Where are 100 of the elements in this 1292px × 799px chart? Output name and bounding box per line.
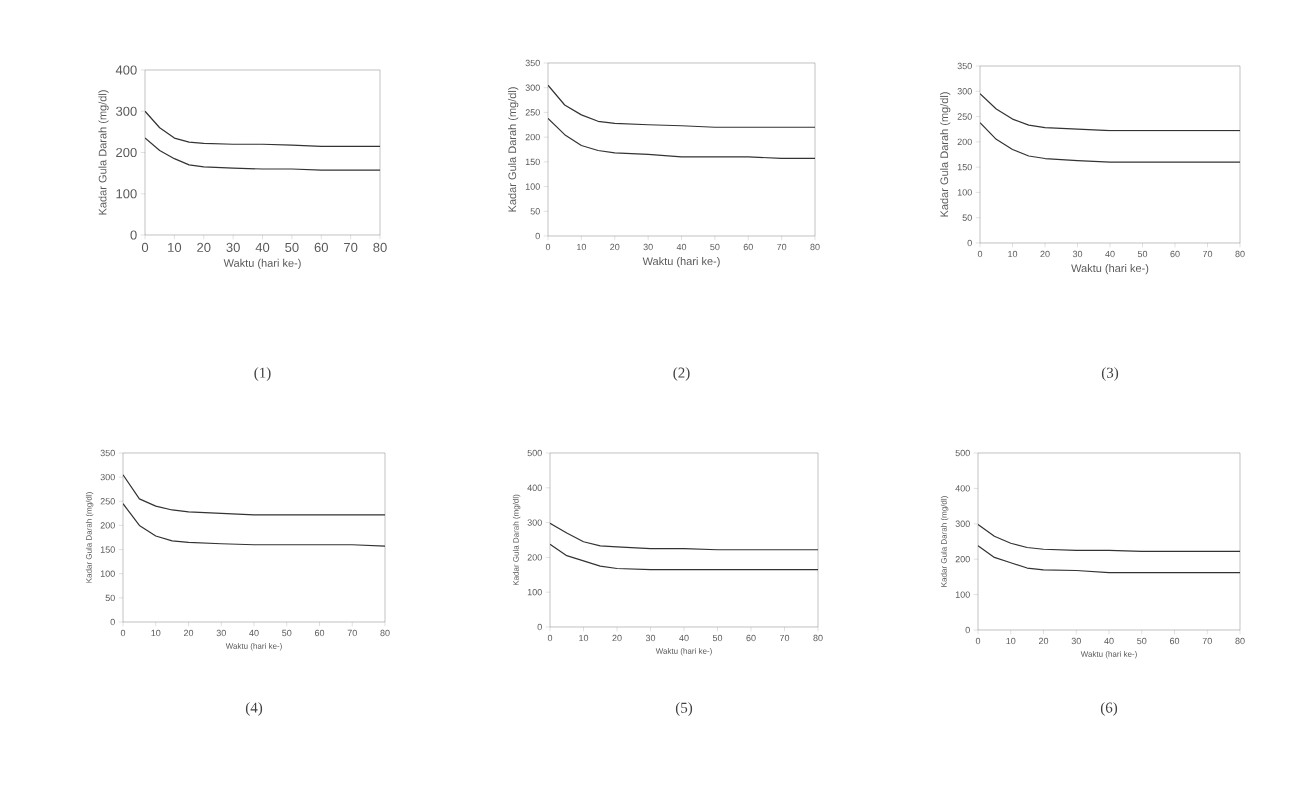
x-tick-label: 30 — [226, 242, 240, 252]
y-tick-label: 300 — [527, 519, 542, 526]
y-tick-label: 200 — [527, 554, 542, 561]
y-tick-label: 500 — [527, 449, 542, 457]
x-tick-label: 30 — [216, 629, 226, 637]
x-tick-label: 50 — [710, 243, 720, 251]
y-tick-label: 500 — [955, 449, 970, 457]
x-tick-label: 0 — [547, 634, 553, 642]
y-axis-title: Kadar Gula Darah (mg/dl) — [85, 492, 94, 583]
x-tick-label: 60 — [743, 243, 753, 251]
x-axis-title: Waktu (hari ke-) — [655, 648, 712, 656]
y-tick-label: 50 — [530, 208, 540, 215]
x-tick-label: 10 — [579, 634, 589, 642]
y-axis-title: Kadar Gula Darah (mg/dl) — [940, 496, 949, 587]
x-tick-label: 20 — [183, 629, 194, 637]
y-tick-label: 300 — [525, 84, 540, 91]
x-tick-label: 70 — [344, 242, 358, 252]
y-axis-title: Kadar Gula Darah (mg/dl) — [512, 494, 521, 586]
x-tick-label: 20 — [612, 634, 622, 642]
x-tick-label: 50 — [1137, 637, 1147, 645]
y-tick-label: 150 — [100, 546, 115, 553]
y-tick-label: 100 — [955, 591, 970, 598]
x-tick-label: 80 — [1235, 250, 1245, 258]
y-tick-label: 350 — [525, 59, 540, 67]
text: (5) — [675, 702, 693, 716]
x-tick-label: 40 — [679, 634, 689, 642]
y-tick-label: 300 — [116, 106, 137, 116]
y-tick-label: 300 — [957, 88, 972, 95]
y-axis-title: Kadar Gula Darah (mg/dl) — [98, 90, 109, 215]
y-tick-label: 0 — [110, 618, 115, 626]
y-tick-label: 350 — [957, 62, 972, 70]
x-tick-label: 30 — [1072, 250, 1083, 258]
x-tick-label: 60 — [314, 242, 328, 252]
y-axis-title: Kadar Gula Darah (mg/dl) — [508, 87, 519, 212]
y-tick-label: 0 — [535, 232, 540, 240]
y-tick-label: 150 — [957, 163, 972, 171]
x-tick-label: 70 — [779, 634, 790, 642]
x-tick-label: 0 — [975, 637, 981, 645]
y-tick-label: 300 — [955, 520, 970, 527]
text: (6) — [1100, 702, 1118, 716]
x-tick-label: 20 — [1040, 250, 1050, 258]
x-tick-label: 70 — [347, 629, 357, 637]
y-tick-label: 200 — [955, 556, 970, 563]
y-tick-label: 200 — [525, 133, 540, 141]
text: (4) — [245, 702, 263, 716]
x-tick-label: 50 — [1137, 250, 1148, 258]
x-tick-label: 30 — [645, 634, 656, 642]
x-tick-label: 20 — [1038, 637, 1049, 645]
x-tick-label: 70 — [1202, 250, 1213, 258]
text: (1) — [254, 367, 271, 381]
y-tick-label: 100 — [957, 189, 972, 196]
x-tick-label: 50 — [285, 242, 299, 252]
x-tick-label: 60 — [1169, 637, 1180, 645]
x-tick-label: 60 — [746, 634, 756, 642]
x-tick-label: 80 — [813, 634, 823, 642]
x-tick-label: 60 — [314, 629, 325, 637]
x-tick-label: 40 — [676, 243, 687, 251]
y-tick-label: 400 — [115, 65, 137, 75]
x-tick-label: 40 — [255, 242, 270, 252]
y-tick-label: 0 — [537, 623, 542, 631]
x-tick-label: 50 — [712, 634, 723, 642]
y-tick-label: 250 — [957, 113, 972, 120]
x-tick-label: 0 — [977, 250, 983, 258]
x-tick-label: 80 — [380, 629, 390, 637]
y-tick-label: 150 — [525, 158, 540, 166]
x-tick-label: 80 — [1235, 637, 1245, 645]
y-tick-label: 200 — [957, 138, 972, 146]
y-tick-label: 300 — [100, 473, 115, 481]
x-tick-label: 0 — [545, 243, 551, 251]
x-tick-label: 20 — [197, 242, 211, 252]
y-tick-label: 400 — [955, 485, 970, 492]
text: (3) — [1101, 367, 1119, 381]
text: (2) — [673, 367, 690, 381]
y-tick-label: 100 — [525, 183, 540, 190]
x-tick-label: 0 — [141, 242, 149, 252]
x-tick-label: 10 — [1008, 250, 1018, 258]
x-tick-label: 80 — [373, 242, 387, 252]
x-axis-title: Waktu (hari ke-) — [223, 258, 301, 270]
x-axis-title: Waktu (hari ke-) — [225, 643, 282, 651]
y-tick-label: 200 — [100, 522, 115, 529]
y-tick-label: 50 — [105, 594, 115, 602]
y-tick-label: 250 — [525, 109, 540, 116]
x-tick-label: 70 — [1202, 637, 1212, 645]
y-tick-label: 100 — [100, 570, 115, 577]
x-tick-label: 40 — [1105, 250, 1115, 258]
x-tick-label: 10 — [151, 629, 161, 637]
x-tick-label: 60 — [1170, 250, 1180, 258]
x-axis-title: Waktu (hari ke-) — [642, 257, 720, 268]
y-tick-label: 250 — [100, 498, 115, 505]
x-tick-label: 40 — [1104, 637, 1114, 645]
x-axis-title: Waktu (hari ke-) — [1071, 264, 1149, 275]
x-tick-label: 70 — [777, 243, 787, 251]
x-tick-label: 50 — [282, 629, 292, 637]
y-tick-label: 0 — [130, 230, 137, 240]
x-tick-label: 10 — [577, 243, 587, 251]
x-tick-label: 30 — [1071, 637, 1081, 645]
y-tick-label: 50 — [962, 214, 972, 221]
y-axis-title: Kadar Gula Darah (mg/dl) — [940, 92, 951, 217]
y-tick-label: 350 — [100, 449, 115, 457]
x-tick-label: 40 — [249, 629, 259, 637]
